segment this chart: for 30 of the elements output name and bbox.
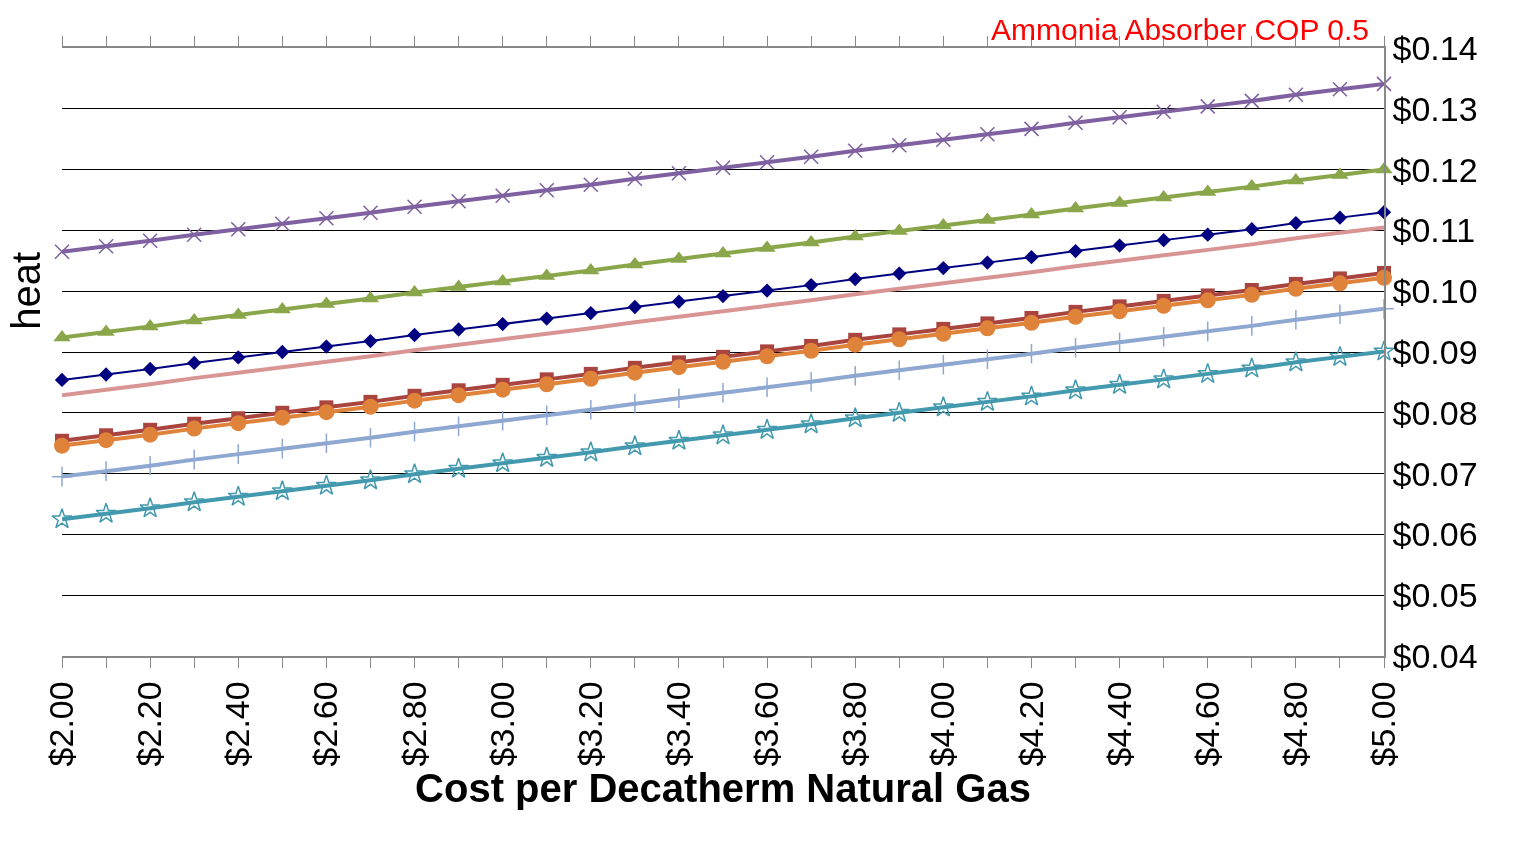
x-tick-label: $4.20 <box>1011 681 1050 767</box>
x-tick-label: $3.40 <box>658 681 697 767</box>
y-tick-label: $0.12 <box>1392 150 1478 189</box>
x-tick-label: $3.20 <box>570 681 609 767</box>
x-tick-label: $2.00 <box>42 681 81 767</box>
x-tick-label: $3.00 <box>482 681 521 767</box>
x-tick-label: $4.40 <box>1099 681 1138 767</box>
y-tick-label: $0.11 <box>1392 211 1476 250</box>
y-tick-label: $0.14 <box>1392 28 1478 67</box>
y-tick-label: $0.08 <box>1392 393 1478 432</box>
y-tick-label: $0.07 <box>1392 454 1478 493</box>
text: Ammonia Absorber COP 0.5 <box>991 13 1369 46</box>
x-axis-title: Cost per Decatherm Natural Gas <box>415 766 1031 811</box>
x-tick-label: $4.00 <box>923 681 962 767</box>
y-tick-label: $0.05 <box>1392 576 1478 615</box>
y-tick-label: $0.13 <box>1392 89 1478 128</box>
x-tick-label: $4.80 <box>1275 681 1314 767</box>
x-tick-label: $2.40 <box>218 681 257 767</box>
x-tick-label: $2.20 <box>130 681 169 767</box>
x-tick-label: $3.60 <box>747 681 786 767</box>
x-tick-label: $4.60 <box>1187 681 1226 767</box>
y-tick-label: $0.04 <box>1392 636 1478 675</box>
y-tick-label: $0.06 <box>1392 515 1478 554</box>
x-tick-label: $5.00 <box>1364 681 1403 767</box>
x-tick-label: $3.80 <box>835 681 874 767</box>
x-tick-label: $2.60 <box>306 681 345 767</box>
y-tick-label: $0.09 <box>1392 332 1478 371</box>
y-tick-label: $0.10 <box>1392 272 1478 311</box>
x-tick-label: $2.80 <box>394 681 433 767</box>
y-axis-title: heat <box>4 251 49 330</box>
